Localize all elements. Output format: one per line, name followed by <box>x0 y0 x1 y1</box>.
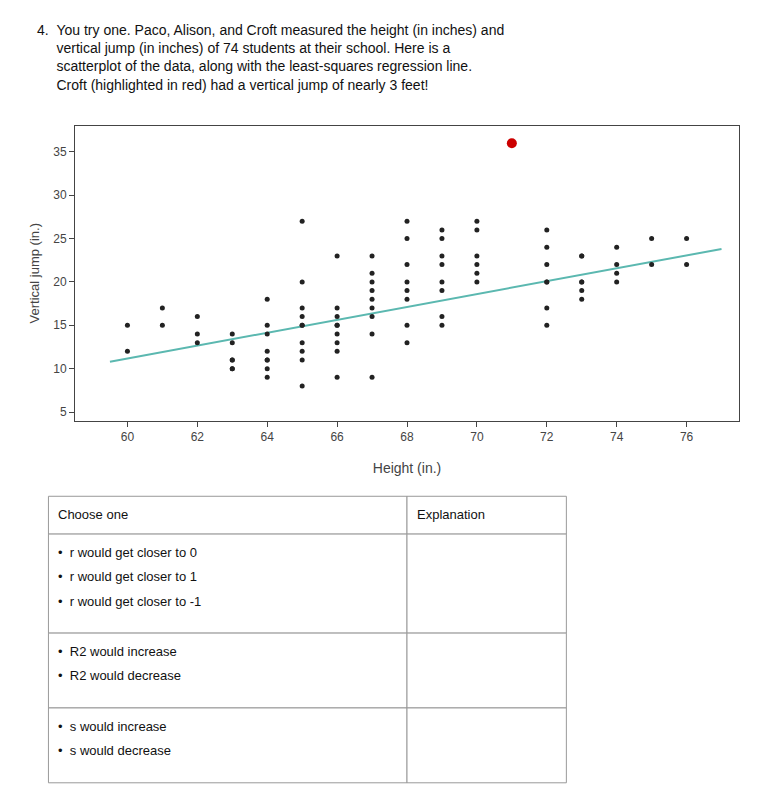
svg-text:66: 66 <box>330 430 344 444</box>
svg-text:35: 35 <box>53 145 67 159</box>
svg-text:60: 60 <box>121 430 135 444</box>
svg-text:• R2 would decrease: • R2 would decrease <box>58 668 181 683</box>
svg-text:15: 15 <box>53 318 67 332</box>
svg-text:72: 72 <box>540 430 554 444</box>
svg-text:Explanation: Explanation <box>417 507 485 522</box>
svg-text:74: 74 <box>610 430 624 444</box>
svg-text:Height (in.): Height (in.) <box>373 460 441 476</box>
svg-text:• s would increase: • s would increase <box>58 719 167 734</box>
svg-text:Vertical jump (in.): Vertical jump (in.) <box>27 223 42 323</box>
svg-text:• r would get closer to 1: • r would get closer to 1 <box>58 569 197 584</box>
svg-text:5: 5 <box>60 405 67 419</box>
svg-text:25: 25 <box>53 232 67 246</box>
svg-text:• R2 would increase: • R2 would increase <box>58 644 177 659</box>
svg-text:• s would decrease: • s would decrease <box>58 743 171 758</box>
svg-text:62: 62 <box>191 430 205 444</box>
svg-text:64: 64 <box>261 430 275 444</box>
svg-text:10: 10 <box>53 362 67 376</box>
svg-text:30: 30 <box>53 188 67 202</box>
svg-text:76: 76 <box>680 430 694 444</box>
svg-text:• r would get closer to 0: • r would get closer to 0 <box>58 545 197 560</box>
svg-text:68: 68 <box>400 430 414 444</box>
svg-text:20: 20 <box>53 275 67 289</box>
svg-text:70: 70 <box>470 430 484 444</box>
svg-text:4. You try one. Paco, Alison,: 4. You try one. Paco, Alison, and Croft … <box>37 22 504 93</box>
svg-text:Choose one: Choose one <box>58 507 128 522</box>
svg-text:• r would get closer to -1: • r would get closer to -1 <box>58 594 201 609</box>
